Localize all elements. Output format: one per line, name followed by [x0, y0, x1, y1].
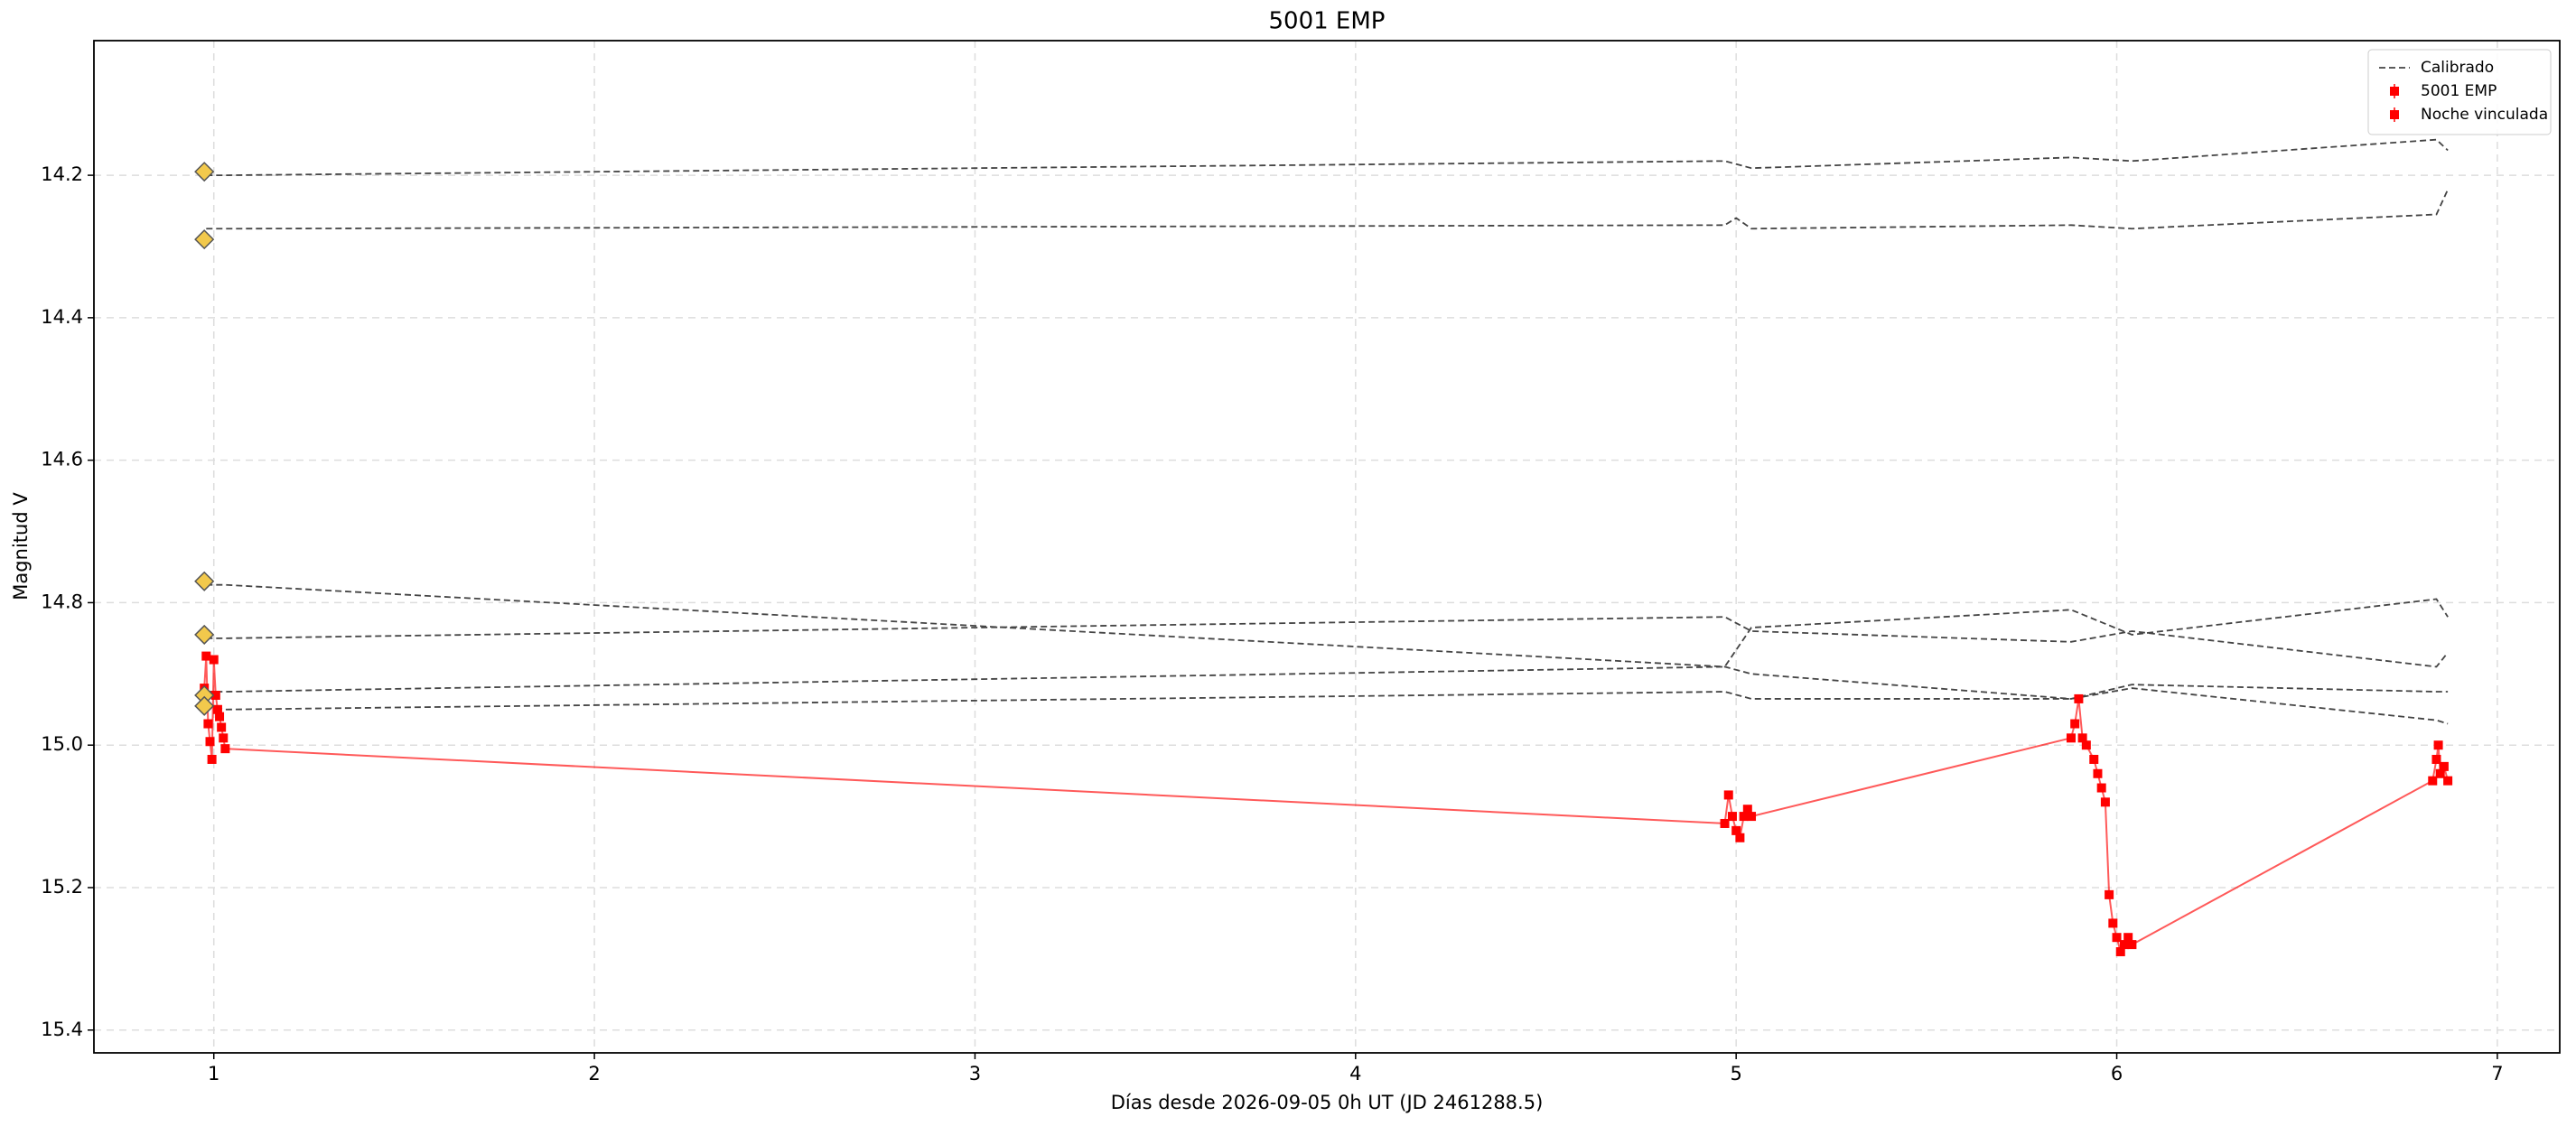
- y-tick-label: 15.2: [41, 876, 83, 898]
- data-point: [2112, 933, 2122, 943]
- y-tick-label: 14.4: [41, 306, 83, 328]
- reference-marker: [194, 695, 215, 716]
- y-axis-label: Magnitud V: [10, 492, 32, 600]
- data-point: [2077, 733, 2087, 743]
- x-tick-label: 3: [969, 1063, 981, 1084]
- data-point: [2428, 776, 2438, 786]
- chart-title: 5001 EMP: [1269, 8, 1386, 35]
- calibrated-line: [206, 687, 2449, 725]
- legend-label: Calibrado: [2421, 59, 2494, 77]
- data-point: [1727, 812, 1737, 822]
- data-point: [2433, 740, 2443, 750]
- legend-label: Noche vinculada: [2421, 106, 2548, 124]
- reference-marker: [194, 624, 215, 645]
- y-tick-label: 14.6: [41, 449, 83, 470]
- data-point: [220, 744, 230, 754]
- data-point: [1739, 812, 1749, 822]
- calibrated-line: [206, 598, 2449, 693]
- calibrated-line: [206, 583, 2449, 700]
- x-axis-label: Días desde 2026-09-05 0h UT (JD 2461288.…: [1111, 1092, 1544, 1113]
- data-point: [1720, 818, 1730, 828]
- data-point: [2119, 940, 2129, 950]
- data-point: [2070, 719, 2080, 729]
- data-point: [2093, 768, 2103, 778]
- reference-marker: [194, 229, 215, 250]
- x-tick-label: 2: [588, 1063, 600, 1084]
- data-point: [217, 722, 227, 732]
- data-point: [201, 651, 211, 661]
- plot-frame: [93, 40, 2561, 1054]
- legend-symbol: [2390, 110, 2399, 119]
- data-point: [2439, 761, 2449, 771]
- data-point: [205, 737, 215, 747]
- data-point: [2435, 768, 2445, 778]
- calibrated-line: [206, 138, 2449, 176]
- data-point: [1731, 825, 1741, 835]
- data-point: [2431, 754, 2441, 764]
- calibrated-line: [206, 189, 2449, 230]
- data-point: [2096, 783, 2106, 793]
- data-point: [1747, 812, 1757, 822]
- y-tick-label: 15.0: [41, 733, 83, 755]
- data-point: [2081, 740, 2091, 750]
- data-point: [2100, 797, 2110, 807]
- reference-marker: [194, 162, 215, 182]
- data-point: [1723, 790, 1733, 800]
- y-tick-label: 15.4: [41, 1019, 83, 1040]
- legend-symbol: [2390, 87, 2399, 96]
- legend-label: 5001 EMP: [2421, 82, 2497, 100]
- data-point: [2115, 946, 2125, 956]
- data-point: [212, 704, 222, 714]
- data-point: [2108, 918, 2118, 928]
- data-point: [1742, 805, 1752, 814]
- x-tick-label: 1: [208, 1063, 219, 1084]
- data-point: [2066, 733, 2076, 743]
- x-tick-label: 7: [2491, 1063, 2503, 1084]
- y-tick-label: 14.2: [41, 163, 83, 185]
- data-point: [2123, 933, 2133, 943]
- data-point: [209, 655, 219, 665]
- data-point: [2127, 940, 2137, 950]
- legend-box: [2367, 49, 2552, 135]
- data-point: [210, 690, 220, 700]
- data-point: [2105, 889, 2114, 899]
- data-point: [2089, 754, 2099, 764]
- data-point: [2443, 776, 2453, 786]
- y-tick-label: 14.8: [41, 591, 83, 612]
- x-tick-label: 4: [1349, 1063, 1361, 1084]
- data-point: [215, 712, 225, 721]
- reference-marker: [194, 571, 215, 591]
- data-point: [219, 733, 229, 743]
- data-point: [1735, 833, 1745, 842]
- data-point: [203, 719, 213, 729]
- calibrated-line: [206, 616, 2449, 668]
- data-point: [2074, 693, 2084, 703]
- x-tick-label: 6: [2111, 1063, 2123, 1084]
- data-point: [207, 754, 217, 764]
- x-tick-label: 5: [1730, 1063, 1741, 1084]
